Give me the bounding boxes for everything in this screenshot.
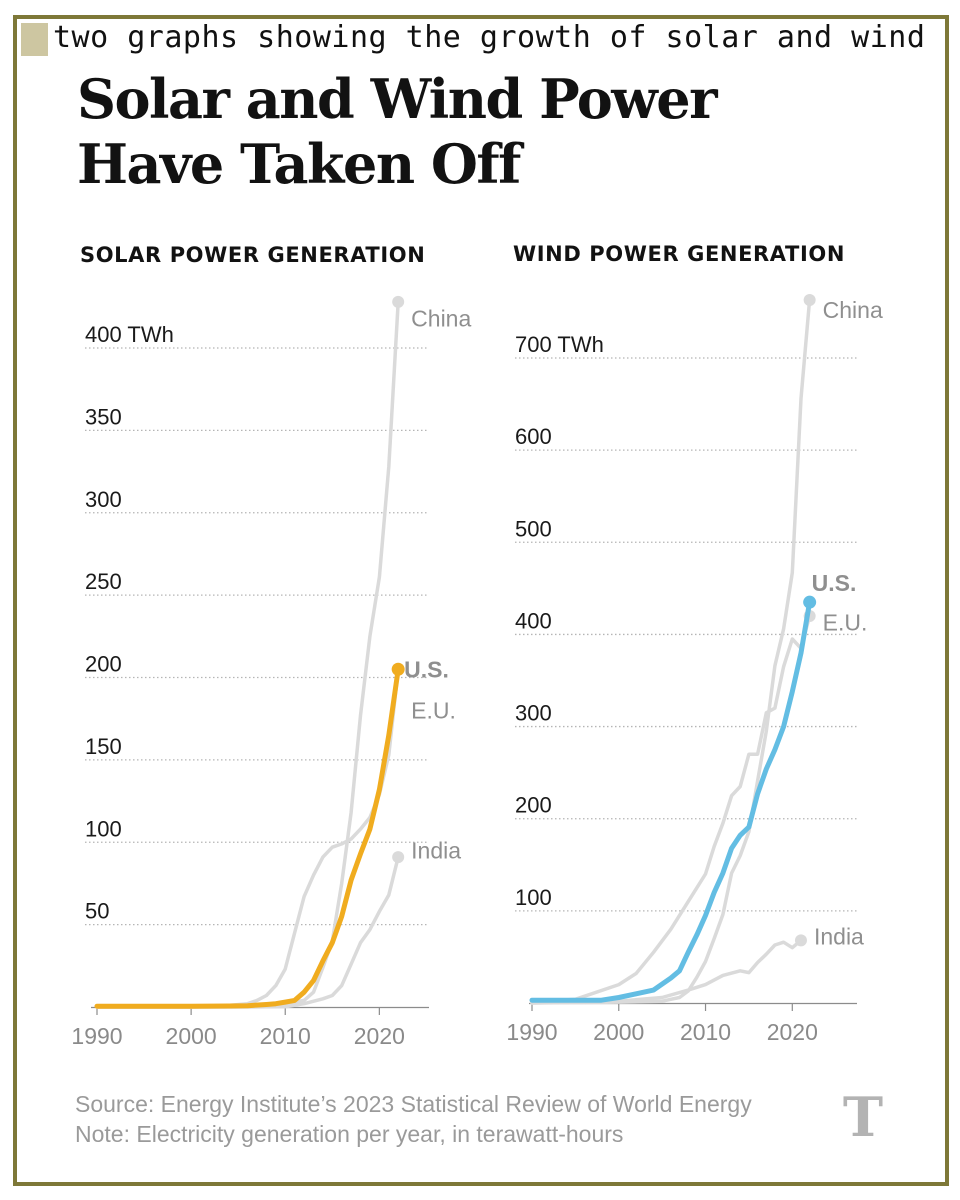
wind-series-china-line bbox=[530, 298, 812, 1005]
wind-y-tick-label: 100 bbox=[515, 885, 552, 910]
wind-series-india-line bbox=[530, 938, 803, 1005]
solar-y-tick-label: 300 bbox=[85, 487, 122, 512]
solar-y-tick-label: 200 bbox=[85, 652, 122, 677]
wind-series-us-endpoint bbox=[803, 595, 817, 609]
source-note: Source: Energy Institute’s 2023 Statisti… bbox=[75, 1091, 752, 1117]
solar-y-tick-label: 150 bbox=[85, 734, 122, 759]
solar-series-us-line bbox=[94, 666, 401, 1009]
wind-x-tick-label: 2010 bbox=[680, 1019, 731, 1045]
solar-series-us-endpoint bbox=[391, 662, 405, 676]
caption-marker bbox=[21, 23, 48, 56]
wind-y-tick-label: 200 bbox=[515, 793, 552, 818]
solar-y-tick-label: 400 TWh bbox=[85, 322, 174, 347]
solar-series-china-line bbox=[95, 300, 400, 1009]
graphic-frame: two graphs showing the growth of solar a… bbox=[13, 15, 949, 1186]
wind-series-us-line bbox=[529, 599, 813, 1003]
wind-series-eu-line bbox=[530, 614, 812, 1004]
wind-y-tick-label: 600 bbox=[515, 424, 552, 449]
solar-series-us-label: U.S. bbox=[404, 656, 449, 682]
chart-footer: Source: Energy Institute’s 2023 Statisti… bbox=[75, 1089, 752, 1149]
publisher-logo-icon: T bbox=[842, 1085, 884, 1149]
wind-x-tick-label: 2020 bbox=[767, 1019, 818, 1045]
solar-chart-title: SOLAR POWER GENERATION bbox=[80, 243, 425, 267]
solar-y-tick-label: 50 bbox=[85, 899, 109, 924]
solar-series-india-label: India bbox=[411, 837, 461, 863]
wind-x-tick-label: 1990 bbox=[506, 1019, 557, 1045]
wind-x-tick-label: 2000 bbox=[593, 1019, 644, 1045]
solar-x-tick-label: 2000 bbox=[166, 1023, 217, 1049]
wind-y-tick-label: 300 bbox=[515, 701, 552, 726]
solar-series-china-endpoint bbox=[392, 295, 405, 308]
wind-series-eu-label: E.U. bbox=[823, 609, 868, 635]
wind-y-tick-label: 700 TWh bbox=[515, 332, 604, 357]
wind-series-china-endpoint bbox=[803, 293, 816, 306]
wind-series-india-label: India bbox=[814, 924, 864, 950]
units-note: Note: Electricity generation per year, i… bbox=[75, 1121, 624, 1147]
solar-series-eu-label: E.U. bbox=[411, 697, 456, 723]
wind-series-china-label: China bbox=[823, 297, 883, 323]
solar-series-china-label: China bbox=[411, 305, 471, 331]
solar-y-tick-label: 350 bbox=[85, 404, 122, 429]
solar-x-tick-label: 2020 bbox=[354, 1023, 405, 1049]
solar-series-india-line bbox=[95, 855, 400, 1009]
solar-y-tick-label: 250 bbox=[85, 569, 122, 594]
solar-x-tick-label: 2010 bbox=[260, 1023, 311, 1049]
headline: Solar and Wind Power Have Taken Off bbox=[77, 67, 718, 196]
wind-series-india-endpoint bbox=[794, 934, 807, 947]
solar-x-tick-label: 1990 bbox=[71, 1023, 122, 1049]
wind-y-tick-label: 500 bbox=[515, 516, 552, 541]
wind-chart-title: WIND POWER GENERATION bbox=[513, 242, 845, 266]
wind-y-tick-label: 400 bbox=[515, 608, 552, 633]
charts-svg: SOLAR POWER GENERATION 50 100 150 200 250 300 3… bbox=[71, 242, 883, 1049]
solar-y-tick-label: 100 bbox=[85, 816, 122, 841]
solar-series-india-endpoint bbox=[392, 851, 405, 864]
image-caption: two graphs showing the growth of solar a… bbox=[53, 20, 949, 55]
wind-series-us-label: U.S. bbox=[812, 570, 857, 596]
